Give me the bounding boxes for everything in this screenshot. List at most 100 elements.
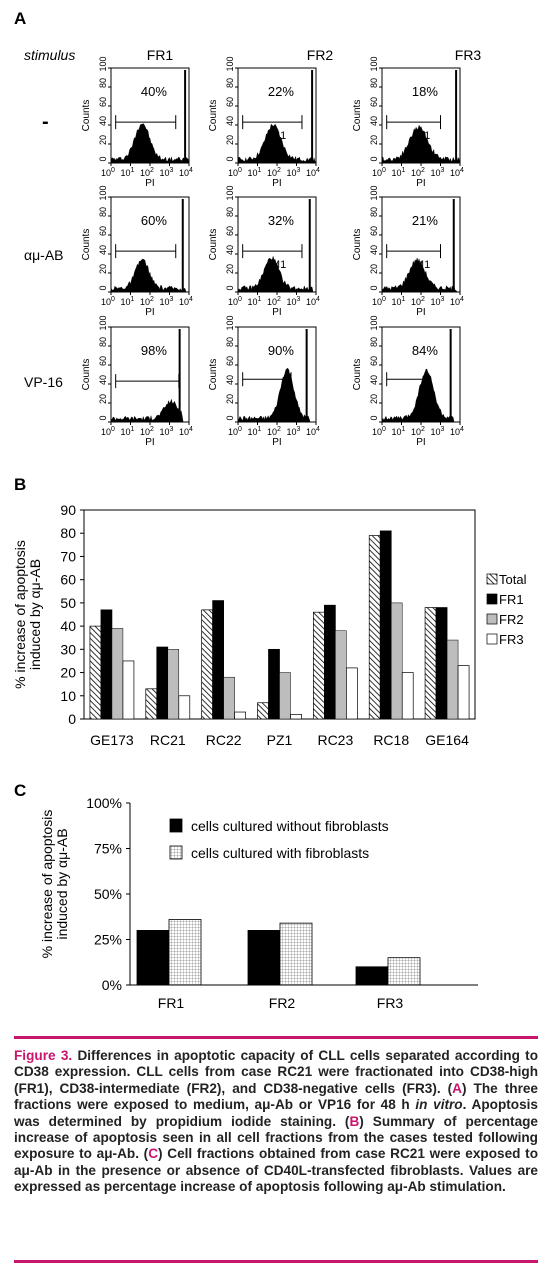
stimulus-header: stimulus	[24, 47, 75, 63]
y-tick-label: 20	[60, 665, 76, 681]
category-label: RC23	[317, 732, 353, 748]
x-tick-base: 10	[372, 168, 382, 178]
x-tick-base: 10	[228, 427, 238, 437]
x-tick-exponent: 4	[460, 426, 464, 433]
y-axis-label-line-2: induced by αμ-AB	[54, 828, 70, 939]
x-tick-exponent: 3	[170, 426, 174, 433]
caption-in-vitro: in vitro	[415, 1097, 463, 1113]
category-label: FR1	[158, 995, 185, 1011]
bar-fr3-ge164	[457, 665, 470, 720]
percent-label: 60%	[141, 213, 167, 228]
y-axis-label: Counts	[208, 100, 219, 132]
x-tick-base: 10	[306, 168, 316, 178]
bar-fr1-pz1	[268, 648, 280, 720]
x-tick-exponent: 4	[460, 296, 464, 303]
bar-total-ge173	[89, 625, 102, 720]
x-tick-exponent: 0	[382, 167, 386, 174]
x-tick-label: 102	[411, 426, 425, 437]
y-axis-label: % increase of apoptosisinduced by αμ-AB	[39, 810, 70, 959]
caption-ref-c: C	[148, 1146, 159, 1162]
legend-label-fr1: FR1	[499, 592, 524, 607]
y-tick-label: 60	[225, 356, 235, 366]
legend-swatch-1	[169, 845, 183, 860]
y-tick-label: 0	[225, 415, 235, 420]
x-tick-base: 10	[372, 297, 382, 307]
x-tick-label: 100	[228, 296, 242, 307]
x-tick-exponent: 3	[297, 296, 301, 303]
x-tick-exponent: 3	[441, 167, 445, 174]
x-tick-base: 10	[392, 297, 402, 307]
x-axis-label: PI	[416, 307, 425, 318]
y-tick-label: 0	[369, 285, 379, 290]
x-axis-label: PI	[272, 307, 281, 318]
y-axis-label: Counts	[81, 229, 92, 261]
x-tick-exponent: 1	[131, 296, 135, 303]
x-tick-label: 104	[179, 296, 193, 307]
x-tick-exponent: 2	[421, 167, 425, 174]
y-tick-label: 40	[98, 116, 108, 126]
x-tick-exponent: 4	[189, 296, 193, 303]
x-tick-exponent: 2	[277, 426, 281, 433]
y-axis-label-line-1: % increase of apoptosis	[39, 810, 55, 959]
y-tick-label: 20	[369, 394, 379, 404]
y-tick-label: 50%	[94, 886, 122, 902]
histogram-fill	[381, 257, 460, 293]
m1-label: M1	[415, 130, 430, 142]
category-label: GE164	[425, 732, 469, 748]
panel-c-bar-chart: C 0% 25% 50% 75% 100% % increase of apoptosisi…	[14, 781, 478, 1011]
x-tick-label: 103	[431, 296, 445, 307]
y-tick-label: 40	[225, 245, 235, 255]
percent-label: 98%	[141, 343, 167, 358]
x-tick-label: 100	[228, 426, 242, 437]
x-tick-exponent: 1	[402, 426, 406, 433]
y-tick-label: 60	[369, 97, 379, 107]
x-tick-label: 102	[267, 296, 281, 307]
x-tick-base: 10	[160, 427, 170, 437]
x-tick-base: 10	[228, 297, 238, 307]
bar-total-rc22	[201, 609, 213, 720]
histogram-fill	[381, 124, 461, 164]
y-tick-label: 80	[98, 207, 108, 217]
y-tick-label: 20	[98, 135, 108, 145]
x-tick-label: 104	[179, 167, 193, 178]
x-tick-exponent: 0	[111, 426, 115, 433]
y-tick-label: 0	[225, 156, 235, 161]
x-tick-base: 10	[450, 297, 460, 307]
x-tick-base: 10	[228, 168, 238, 178]
y-tick-label: 40	[225, 375, 235, 385]
x-tick-exponent: 1	[131, 426, 135, 433]
bar-fr2-ge173	[111, 628, 124, 720]
y-tick-label: 60	[369, 356, 379, 366]
y-tick-label: 60	[225, 97, 235, 107]
y-axis-label-line-2: induced by αμ-AB	[27, 559, 43, 670]
x-tick-base: 10	[287, 168, 297, 178]
y-tick-label: 60	[225, 226, 235, 236]
y-tick-label: 100	[98, 56, 108, 71]
y-tick-label: 100	[225, 56, 235, 71]
histogram-fill	[237, 255, 316, 293]
y-tick-label: 0	[98, 156, 108, 161]
x-tick-base: 10	[160, 297, 170, 307]
x-tick-base: 10	[140, 297, 150, 307]
x-tick-base: 10	[287, 427, 297, 437]
x-tick-label: 101	[392, 426, 406, 437]
x-tick-label: 101	[248, 296, 262, 307]
caption-text-4: ) Summary of percentage increase of apop…	[14, 1113, 538, 1162]
percent-label: 40%	[141, 84, 167, 99]
y-axis-label: Counts	[81, 359, 92, 391]
x-tick-base: 10	[411, 168, 421, 178]
category-label: RC18	[373, 732, 409, 748]
x-tick-label: 100	[228, 167, 242, 178]
caption-ref-b: B	[349, 1113, 360, 1129]
bar-fr2-pz1	[279, 672, 291, 720]
x-tick-base: 10	[101, 168, 111, 178]
x-tick-exponent: 4	[189, 167, 193, 174]
figure-caption: Figure 3. Differences in apoptotic capac…	[14, 1048, 538, 1196]
x-tick-label: 102	[140, 167, 154, 178]
x-tick-exponent: 1	[402, 296, 406, 303]
y-axis-label: Counts	[208, 229, 219, 261]
